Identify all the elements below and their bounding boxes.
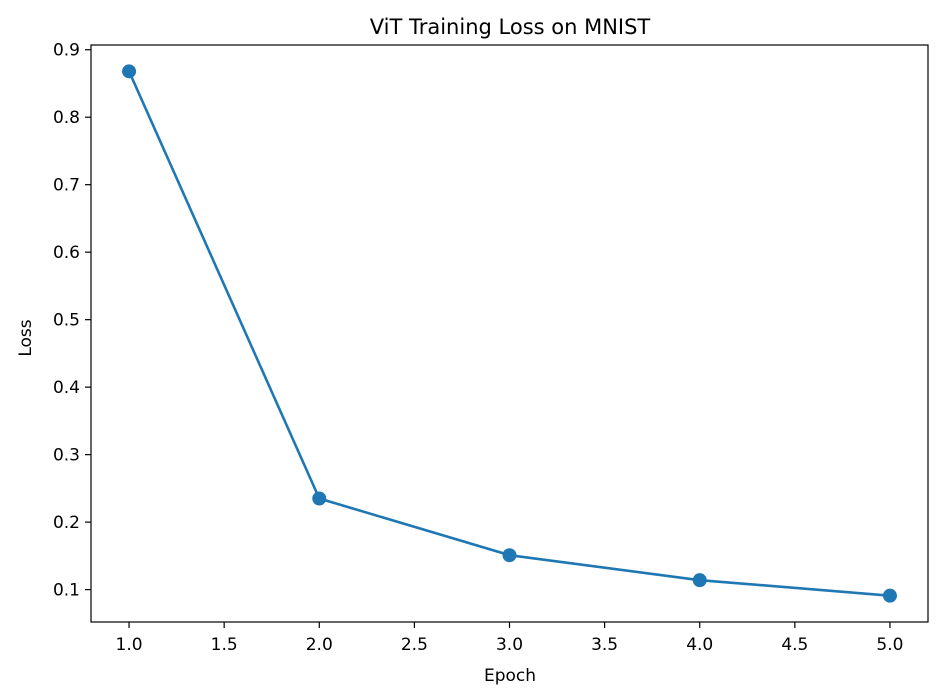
data-point [312,491,327,506]
y-tick-label: 0.6 [53,243,80,263]
x-tick-label: 4.0 [686,635,713,655]
y-tick-label: 0.5 [53,311,80,331]
y-tick-label: 0.1 [53,581,80,601]
x-axis-label: Epoch [484,666,536,686]
x-tick-label: 3.0 [496,635,523,655]
data-point [122,64,137,79]
x-tick-label: 5.0 [876,635,903,655]
y-tick-label: 0.3 [53,446,80,466]
data-point [882,588,897,603]
chart-title: ViT Training Loss on MNIST [370,15,651,39]
y-tick-label: 0.7 [53,176,80,196]
x-tick-label: 2.5 [401,635,428,655]
x-tick-label: 4.5 [781,635,808,655]
data-point [502,548,517,563]
x-tick-label: 1.0 [116,635,143,655]
y-axis: 0.1 0.2 0.3 0.4 0.5 0.6 0.7 0.8 0.9 [53,41,91,601]
x-tick-label: 2.0 [306,635,333,655]
x-axis: 1.0 1.5 2.0 2.5 3.0 3.5 4.0 4.5 5.0 [116,622,903,655]
series-layer [122,64,897,603]
x-tick-label: 1.5 [211,635,238,655]
x-tick-label: 3.5 [591,635,618,655]
y-tick-label: 0.8 [53,108,80,128]
y-tick-label: 0.4 [53,378,80,398]
y-axis-label: Loss [16,319,36,356]
y-tick-label: 0.9 [53,41,80,61]
y-tick-label: 0.2 [53,513,80,533]
data-point [692,573,707,588]
